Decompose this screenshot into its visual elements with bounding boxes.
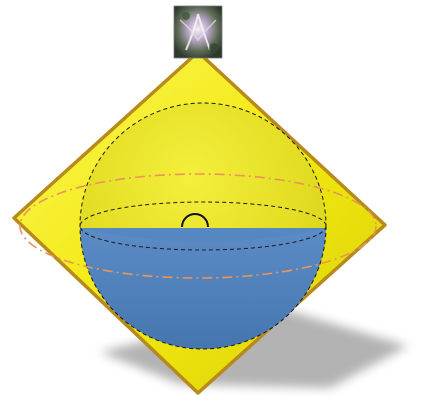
- small-semicircle: [181, 213, 209, 228]
- photo-thumbnail: [173, 5, 223, 59]
- equator-ellipse: [79, 201, 327, 251]
- dash-dot-ellipse: [19, 173, 377, 279]
